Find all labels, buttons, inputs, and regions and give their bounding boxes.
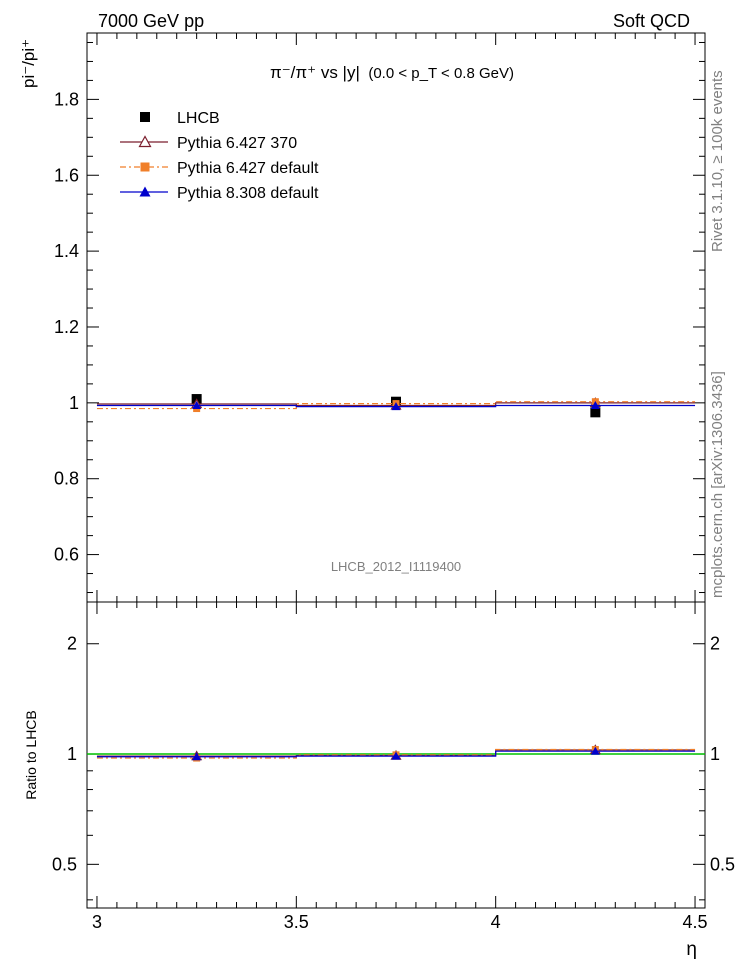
main-series-3: [96, 401, 696, 411]
main-ytick-label: 1.8: [54, 89, 79, 109]
legend-item: Pythia 6.427 default: [120, 160, 319, 177]
main-ytick-label: 1.2: [54, 317, 79, 337]
ratio-series-2: [96, 746, 696, 761]
main-title-main: π⁻/π⁺ vs |y|: [270, 63, 360, 82]
data-point-marker: [391, 751, 401, 760]
main-ytick-label: 0.6: [54, 545, 79, 565]
ratio-ytick-label-right: 0.5: [710, 854, 735, 874]
main-title-sub: (0.0 < p_T < 0.8 GeV): [368, 65, 514, 82]
x-tick-label: 4: [491, 912, 501, 932]
legend-label: Pythia 8.308 default: [177, 185, 319, 202]
data-point-marker: [192, 401, 202, 410]
header-left: 7000 GeV pp: [98, 11, 204, 31]
main-panel-frame: 0.6 0.8 1 1.2 1.4 1.6 1.8: [54, 32, 706, 603]
ratio-ytick-label-right: 1: [710, 744, 720, 764]
x-tick-label: 4.5: [683, 912, 708, 932]
legend-label: Pythia 6.427 370: [177, 135, 297, 152]
mcplots-label: mcplots.cern.ch [arXiv:1306.3436]: [709, 371, 726, 598]
data-point-marker: [139, 186, 151, 197]
x-tick-label: 3: [92, 912, 102, 932]
ratio-series-layer: [96, 744, 696, 762]
main-ytick-label: 1: [69, 393, 79, 413]
data-point-marker: [192, 752, 202, 761]
data-point-marker: [391, 402, 401, 411]
main-series-layer: [96, 394, 696, 418]
x-axis-label: η: [686, 939, 697, 960]
ratio-panel-frame: 3 3.5 4 4.5 0.5 0.5 1 1 2 2: [52, 601, 735, 932]
main-ytick-label: 1.6: [54, 165, 79, 185]
legend-item: Pythia 6.427 370: [120, 135, 297, 152]
data-point-marker: [590, 407, 601, 418]
data-point-marker: [590, 746, 600, 755]
ratio-ytick-label-right: 2: [710, 634, 720, 654]
ratio-ytick-label: 0.5: [52, 854, 77, 874]
legend-item: Pythia 8.308 default: [120, 185, 319, 202]
legend-item: LHCB: [140, 110, 220, 127]
main-ylabel: pi⁻/pi⁺: [19, 39, 38, 88]
main-title: π⁻/π⁺ vs |y| (0.0 < p_T < 0.8 GeV): [270, 63, 514, 82]
data-point-marker: [140, 112, 150, 122]
x-tick-label: 3.5: [284, 912, 309, 932]
main-ytick-label: 0.8: [54, 469, 79, 489]
ratio-ytick-label: 1: [67, 744, 77, 764]
ratio-ylabel: Ratio to LHCB: [23, 710, 39, 799]
analysis-label: LHCB_2012_I1119400: [331, 559, 461, 574]
rivet-label: Rivet 3.1.10, ≥ 100k events: [709, 70, 726, 252]
legend-label: Pythia 6.427 default: [177, 160, 319, 177]
main-ytick-label: 1.4: [54, 241, 79, 261]
data-point-marker: [140, 162, 150, 172]
ratio-ytick-label: 2: [67, 634, 77, 654]
header-right: Soft QCD: [613, 11, 690, 31]
data-point-marker: [590, 401, 600, 410]
legend-label: LHCB: [177, 110, 220, 127]
legend: LHCB Pythia 6.427 370 Pythia 6.427 default…: [120, 110, 319, 202]
data-point-marker: [138, 135, 152, 148]
